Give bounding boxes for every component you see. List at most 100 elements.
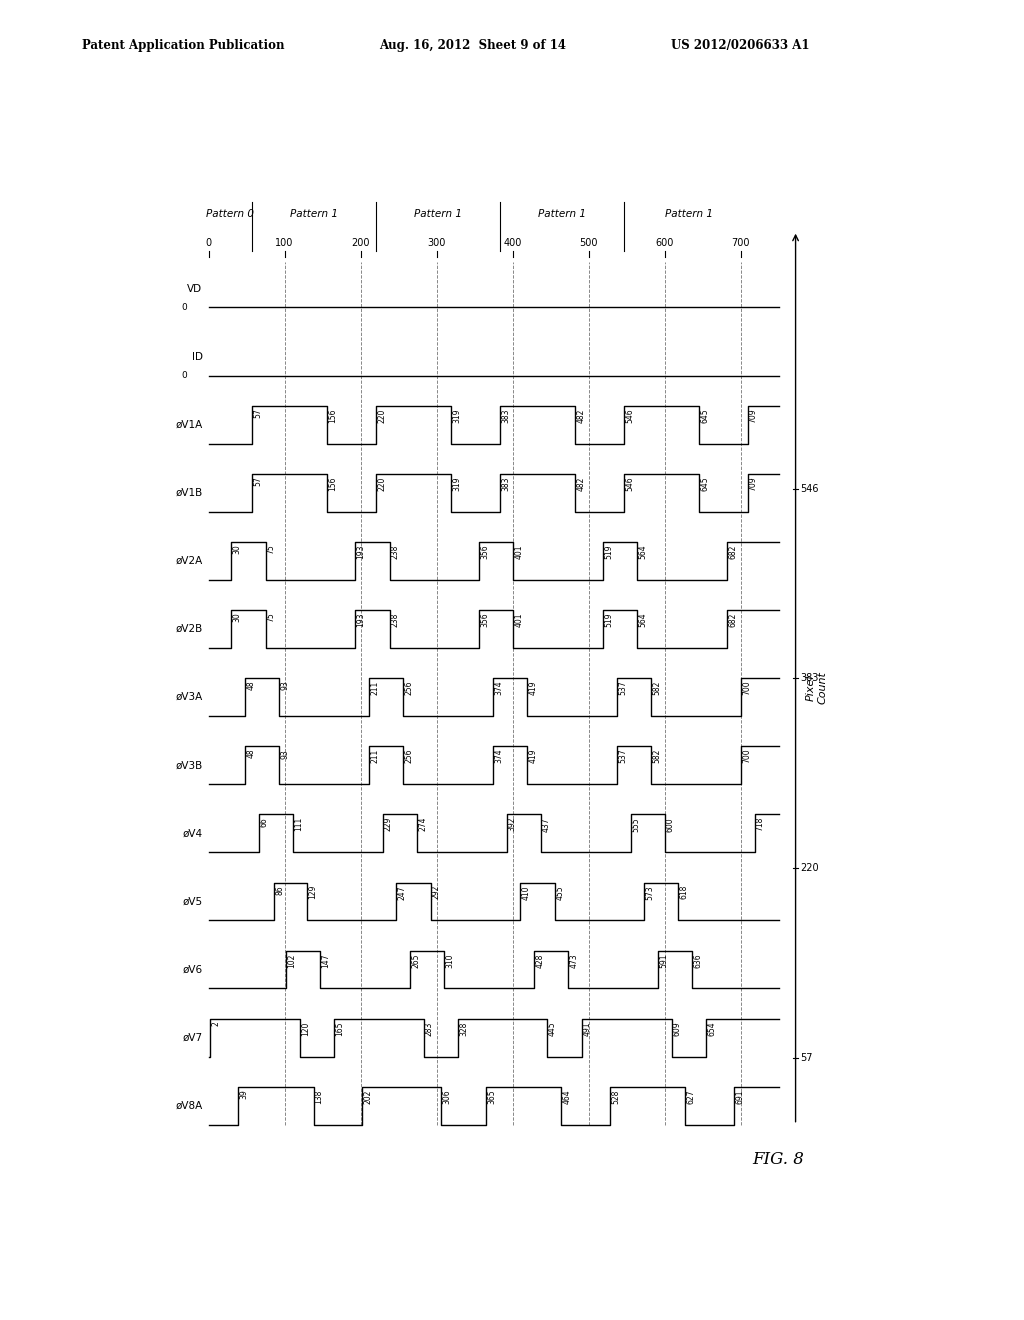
Text: 482: 482 <box>577 477 586 491</box>
Text: 2: 2 <box>211 1022 220 1026</box>
Text: 202: 202 <box>364 1089 373 1104</box>
Text: 238: 238 <box>391 545 399 558</box>
Text: 66: 66 <box>260 817 269 826</box>
Text: Aug. 16, 2012  Sheet 9 of 14: Aug. 16, 2012 Sheet 9 of 14 <box>379 38 566 51</box>
Text: 310: 310 <box>445 953 455 968</box>
Text: 600: 600 <box>666 817 675 832</box>
Text: 165: 165 <box>335 1022 344 1036</box>
Text: 193: 193 <box>356 545 366 560</box>
Text: 473: 473 <box>569 953 579 968</box>
Text: 319: 319 <box>453 477 461 491</box>
Text: 93: 93 <box>281 748 290 759</box>
Text: 57: 57 <box>253 477 262 486</box>
Text: 292: 292 <box>432 884 440 899</box>
Text: 419: 419 <box>528 681 538 696</box>
Text: 383: 383 <box>800 673 818 684</box>
Text: 57: 57 <box>253 408 262 418</box>
Text: 102: 102 <box>288 953 296 968</box>
Text: 365: 365 <box>487 1089 497 1104</box>
Text: 700: 700 <box>742 748 751 763</box>
Text: øV3A: øV3A <box>175 692 203 702</box>
Text: øV8A: øV8A <box>175 1101 203 1110</box>
Text: 75: 75 <box>267 612 275 623</box>
Text: 374: 374 <box>495 748 503 763</box>
Text: 700: 700 <box>742 681 751 696</box>
Text: 700: 700 <box>731 238 751 248</box>
Text: 682: 682 <box>728 612 737 627</box>
Text: 30: 30 <box>232 545 242 554</box>
Text: 220: 220 <box>377 408 386 422</box>
Text: 0: 0 <box>206 238 212 248</box>
Text: 93: 93 <box>281 681 290 690</box>
Text: 645: 645 <box>700 408 710 422</box>
Text: 682: 682 <box>728 545 737 558</box>
Text: 306: 306 <box>442 1089 452 1104</box>
Text: 129: 129 <box>308 884 316 899</box>
Text: 437: 437 <box>542 817 551 832</box>
Text: 627: 627 <box>686 1089 695 1104</box>
Text: 573: 573 <box>645 884 654 900</box>
Text: 211: 211 <box>370 748 379 763</box>
Text: 147: 147 <box>322 953 331 968</box>
Text: 220: 220 <box>800 863 819 874</box>
Text: 401: 401 <box>515 545 523 560</box>
Text: 247: 247 <box>397 884 407 899</box>
Text: 591: 591 <box>659 953 668 968</box>
Text: 238: 238 <box>391 612 399 627</box>
Text: Pattern 1: Pattern 1 <box>538 209 586 219</box>
Text: 120: 120 <box>301 1022 310 1036</box>
Text: 383: 383 <box>501 408 510 422</box>
Text: 455: 455 <box>556 884 564 900</box>
Text: 356: 356 <box>480 612 489 627</box>
Text: Pixel
Count: Pixel Count <box>806 672 827 705</box>
Text: 383: 383 <box>501 477 510 491</box>
Text: 100: 100 <box>275 238 294 248</box>
Text: 48: 48 <box>246 748 255 759</box>
Text: 419: 419 <box>528 748 538 763</box>
Text: 482: 482 <box>577 408 586 422</box>
Text: 519: 519 <box>604 612 613 627</box>
Text: øV6: øV6 <box>182 965 203 974</box>
Text: 156: 156 <box>329 477 337 491</box>
Text: 86: 86 <box>275 884 284 895</box>
Text: 555: 555 <box>632 817 641 832</box>
Text: 537: 537 <box>618 681 627 696</box>
Text: øV2A: øV2A <box>175 556 203 566</box>
Text: 546: 546 <box>625 477 634 491</box>
Text: 582: 582 <box>652 681 662 696</box>
Text: øV1A: øV1A <box>175 420 203 430</box>
Text: 57: 57 <box>800 1053 813 1063</box>
Text: 300: 300 <box>427 238 445 248</box>
Text: FIG. 8: FIG. 8 <box>753 1151 804 1168</box>
Text: 537: 537 <box>618 748 627 763</box>
Text: 229: 229 <box>384 817 393 832</box>
Text: 718: 718 <box>756 817 765 832</box>
Text: 400: 400 <box>504 238 522 248</box>
Text: 582: 582 <box>652 748 662 763</box>
Text: Pattern 1: Pattern 1 <box>666 209 713 219</box>
Text: 328: 328 <box>459 1022 468 1036</box>
Text: 691: 691 <box>735 1089 744 1104</box>
Text: 156: 156 <box>329 408 337 422</box>
Text: 709: 709 <box>749 477 758 491</box>
Text: 500: 500 <box>580 238 598 248</box>
Text: 645: 645 <box>700 477 710 491</box>
Text: øV7: øV7 <box>182 1032 203 1043</box>
Text: 138: 138 <box>314 1089 324 1104</box>
Text: 274: 274 <box>418 817 427 832</box>
Text: 401: 401 <box>515 612 523 627</box>
Text: ID: ID <box>191 351 203 362</box>
Text: 491: 491 <box>583 1022 592 1036</box>
Text: 428: 428 <box>536 953 544 968</box>
Text: 392: 392 <box>508 817 517 832</box>
Text: 600: 600 <box>655 238 674 248</box>
Text: 0: 0 <box>181 304 187 312</box>
Text: øV4: øV4 <box>182 829 203 838</box>
Text: 30: 30 <box>232 612 242 623</box>
Text: 564: 564 <box>639 545 647 560</box>
Text: Pattern 0: Pattern 0 <box>206 209 254 219</box>
Text: øV2B: øV2B <box>175 624 203 634</box>
Text: 48: 48 <box>246 681 255 690</box>
Text: 445: 445 <box>548 1022 557 1036</box>
Text: US 2012/0206633 A1: US 2012/0206633 A1 <box>671 38 809 51</box>
